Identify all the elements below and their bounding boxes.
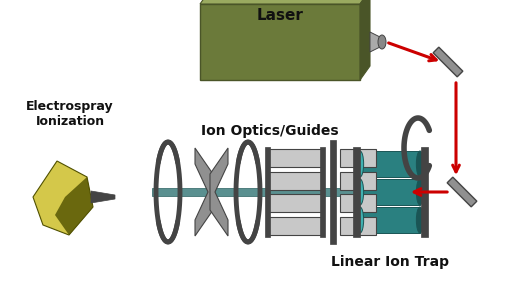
Polygon shape xyxy=(200,0,370,4)
Ellipse shape xyxy=(356,151,364,177)
Bar xyxy=(340,194,376,212)
Bar xyxy=(265,147,270,237)
Polygon shape xyxy=(360,0,370,80)
Bar xyxy=(340,217,376,235)
Bar xyxy=(268,149,322,167)
Bar xyxy=(360,151,420,177)
Polygon shape xyxy=(33,161,93,235)
Bar xyxy=(268,194,322,212)
Text: Electrospray
Ionization: Electrospray Ionization xyxy=(26,100,114,128)
Bar xyxy=(360,207,420,233)
Ellipse shape xyxy=(356,179,364,205)
Ellipse shape xyxy=(378,35,386,49)
Bar xyxy=(330,140,336,244)
Ellipse shape xyxy=(417,151,423,177)
Ellipse shape xyxy=(356,207,364,233)
Polygon shape xyxy=(55,177,93,235)
Bar xyxy=(152,188,374,196)
Bar xyxy=(320,147,325,237)
Text: Ion Optics/Guides: Ion Optics/Guides xyxy=(201,124,339,138)
Bar xyxy=(340,172,376,190)
Ellipse shape xyxy=(417,207,423,233)
Polygon shape xyxy=(91,191,115,203)
Bar xyxy=(421,147,428,237)
Ellipse shape xyxy=(417,179,423,205)
Bar xyxy=(447,177,477,207)
Text: Laser: Laser xyxy=(257,8,304,23)
Polygon shape xyxy=(195,148,213,236)
Bar xyxy=(353,147,360,237)
Polygon shape xyxy=(370,32,382,52)
Bar xyxy=(340,149,376,167)
Bar xyxy=(200,4,360,80)
Bar xyxy=(433,47,463,77)
Text: Linear Ion Trap: Linear Ion Trap xyxy=(331,255,449,269)
Bar xyxy=(268,172,322,190)
Polygon shape xyxy=(210,148,228,236)
Bar xyxy=(360,179,420,205)
Bar xyxy=(268,217,322,235)
